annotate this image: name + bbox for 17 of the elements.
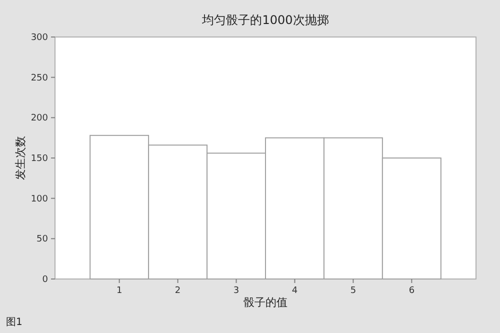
x-axis-title: 骰子的值 — [244, 296, 288, 309]
x-tick-label: 1 — [116, 286, 122, 296]
x-tick-label: 6 — [408, 286, 415, 296]
y-axis-title: 发生次数 — [14, 136, 27, 180]
x-tick-label: 2 — [174, 286, 181, 296]
y-tick-label: 0 — [42, 275, 48, 285]
y-tick-label: 100 — [30, 194, 48, 204]
y-tick-label: 150 — [30, 154, 48, 164]
caption: 图1 — [6, 317, 22, 328]
chart-title: 均匀骰子的1000次抛掷 — [201, 13, 329, 27]
y-tick-label: 300 — [30, 33, 48, 43]
y-tick-label: 50 — [36, 234, 48, 245]
y-tick-label: 200 — [30, 114, 48, 124]
x-tick-label: 4 — [292, 286, 298, 296]
x-tick-label: 5 — [350, 286, 356, 296]
x-tick-label: 3 — [233, 286, 240, 296]
y-tick-label: 250 — [30, 73, 48, 84]
